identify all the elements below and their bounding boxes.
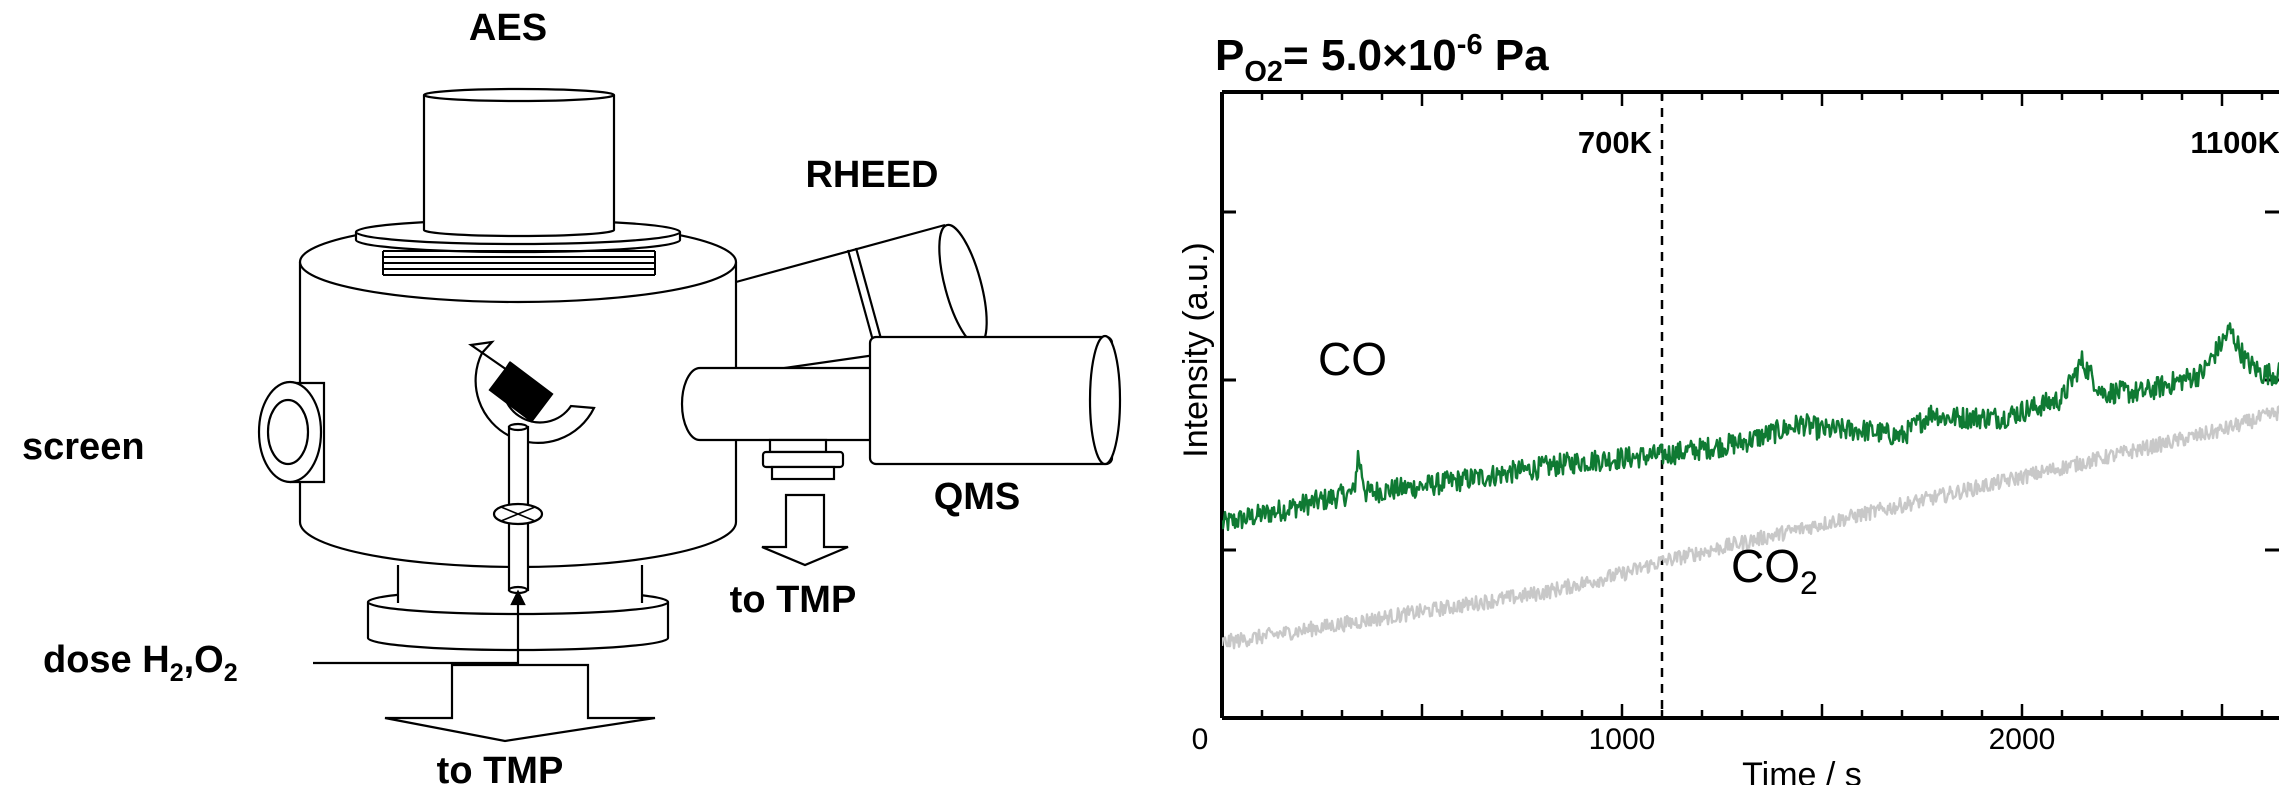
- diagram-labels: AES RHEED screen QMS to TMP to TMP dose …: [22, 7, 1020, 785]
- to-tmp-bottom-label: to TMP: [437, 750, 564, 785]
- co-annotation: CO: [1318, 333, 1387, 385]
- qms-assembly: [680, 334, 1122, 481]
- side-pump-arrow: [761, 493, 849, 567]
- series-layer: [1222, 322, 2279, 650]
- aes-label: AES: [469, 7, 547, 49]
- screen-port: [257, 380, 326, 484]
- temperature-label: 700K: [1578, 125, 1653, 160]
- y-axis-label: Intensity (a.u.): [1177, 242, 1215, 457]
- top-minor-ticks: [1220, 92, 2264, 106]
- bottom-pump-arrow: [384, 663, 656, 743]
- dose-label: dose H2,O2: [43, 639, 238, 687]
- co2-annotation: CO2: [1731, 540, 1818, 601]
- series-co-line: [1222, 322, 2279, 532]
- x-axis-label: Time / s: [1742, 756, 1862, 785]
- x-minor-ticks: [1220, 704, 2264, 718]
- x-tick-label: 2000: [1989, 723, 2056, 756]
- x-tick-label: 0: [1192, 723, 1209, 756]
- screen-label: screen: [22, 426, 145, 468]
- chamber-diagram: [257, 87, 1122, 743]
- temperature-label: 1100K: [2190, 125, 2279, 160]
- x-tick-labels: 0100020003000: [1192, 723, 2056, 756]
- rheed-label: RHEED: [805, 154, 938, 196]
- series-co2-line: [1222, 405, 2279, 650]
- x-tick-label: 1000: [1589, 723, 1656, 756]
- chart: PO2= 5.0×10-6 Pa 0100020003000 Time / s …: [1177, 29, 2279, 785]
- temperature-markers: 700K 1100K: [1578, 92, 2279, 718]
- aes-cylinder: [422, 87, 616, 238]
- chart-title: PO2= 5.0×10-6 Pa: [1215, 29, 1549, 88]
- dose-line: [313, 589, 526, 665]
- to-tmp-side-label: to TMP: [730, 579, 857, 621]
- manipulator: [468, 340, 596, 595]
- qms-label: QMS: [934, 476, 1021, 518]
